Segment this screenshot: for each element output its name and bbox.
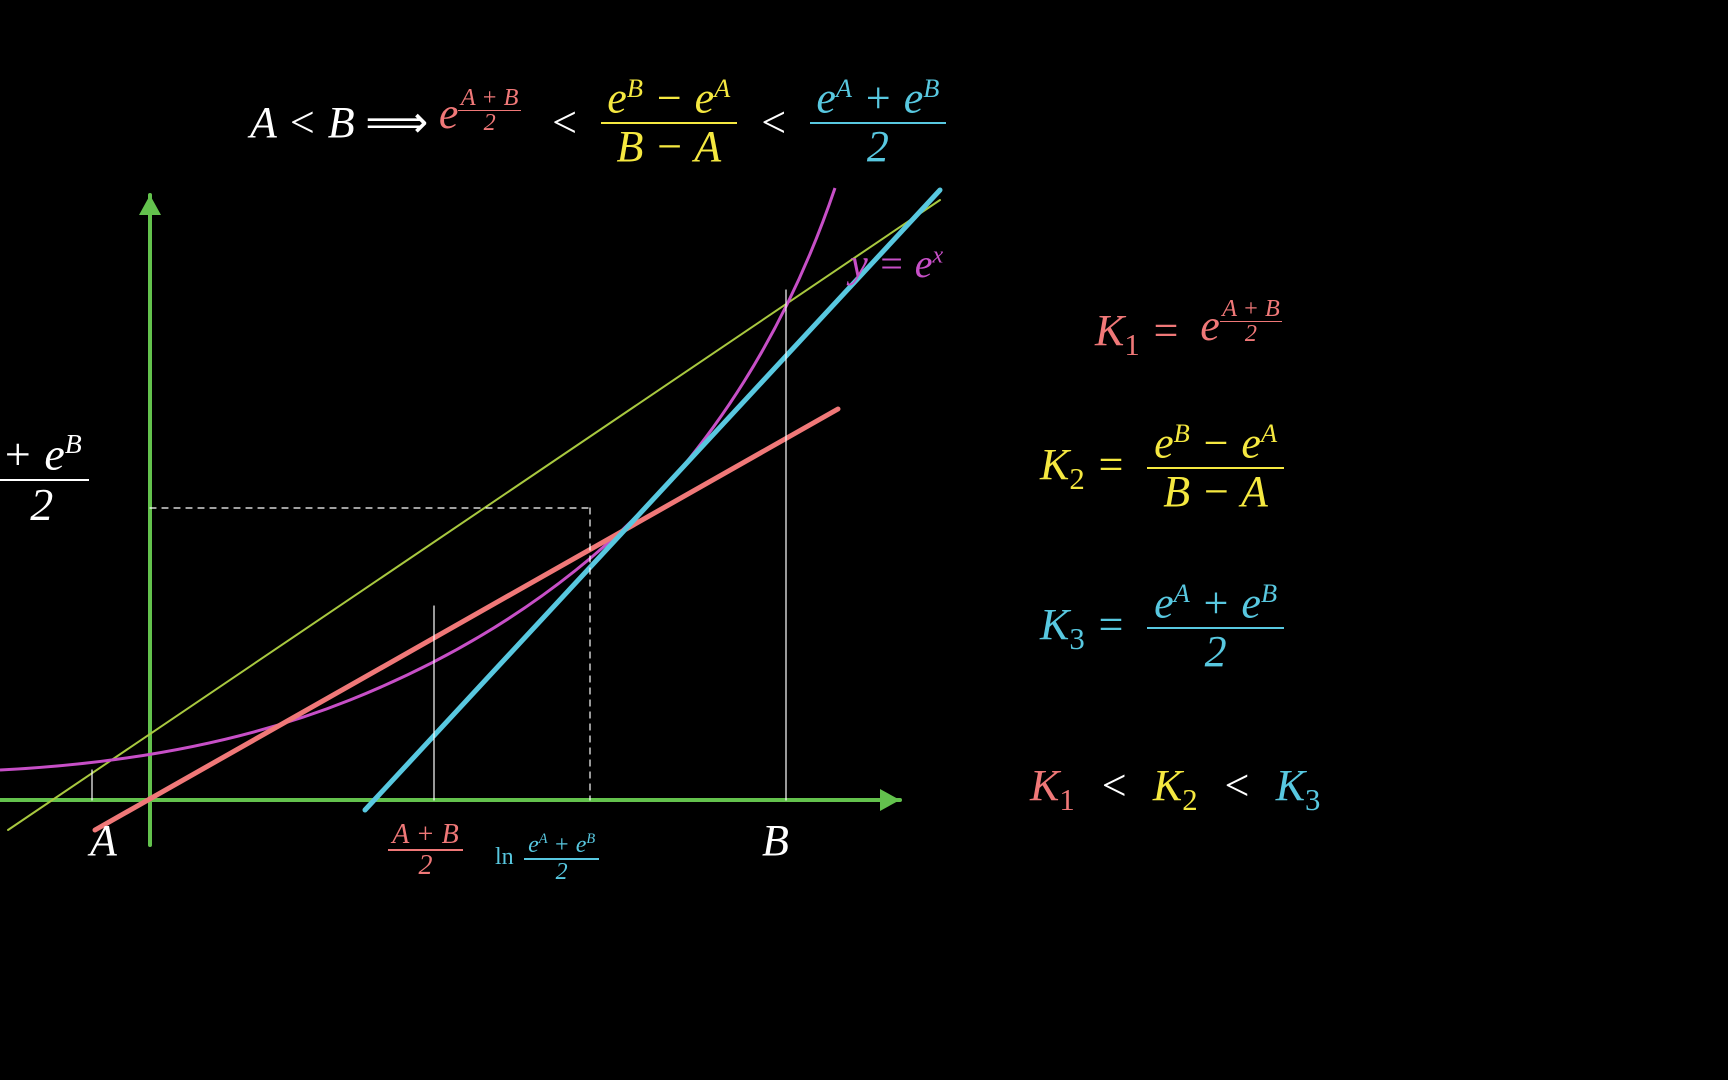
cyan-top: eA + eB <box>810 75 946 124</box>
k3-term: K3 <box>1276 761 1321 810</box>
lt-2: < <box>758 98 788 147</box>
axis-label-A: A <box>90 815 117 866</box>
y-axis-label-fragment: + eB 2 <box>0 430 89 529</box>
term-mean: eA + eB 2 <box>810 75 946 170</box>
yel-bot: B − A <box>601 124 737 170</box>
cyan-bot: 2 <box>810 124 946 170</box>
axis-label-midpoint: A + B2 <box>388 820 463 881</box>
term-slope: eB − eA B − A <box>601 75 737 170</box>
axis-label-B: B <box>762 815 789 866</box>
k3-definition: K3 = eA + eB2 <box>1040 580 1284 675</box>
k2-definition: K2 = eB − eAB − A <box>1040 420 1284 515</box>
yel-top: eB − eA <box>601 75 737 124</box>
implies-arrow: ⟹ <box>365 98 428 147</box>
k2-term: K2 <box>1153 761 1198 810</box>
lt-1: < <box>549 98 579 147</box>
lt-3: < <box>1099 761 1129 810</box>
curve-label: y = ex <box>850 240 943 287</box>
a-less-b: A < B <box>250 98 355 147</box>
k-inequality: K1 < K2 < K3 <box>1030 760 1320 818</box>
k1-term: K1 <box>1030 761 1075 810</box>
term-exp-mid: eA + B2 <box>439 89 532 138</box>
k1-definition: K1 = eA + B2 <box>1095 300 1282 368</box>
axis-label-ln: ln eA + eB2 <box>495 832 599 885</box>
lt-4: < <box>1222 761 1252 810</box>
top-inequality: A < B ⟹ eA + B2 < eB − eA B − A < eA + e… <box>250 75 946 170</box>
